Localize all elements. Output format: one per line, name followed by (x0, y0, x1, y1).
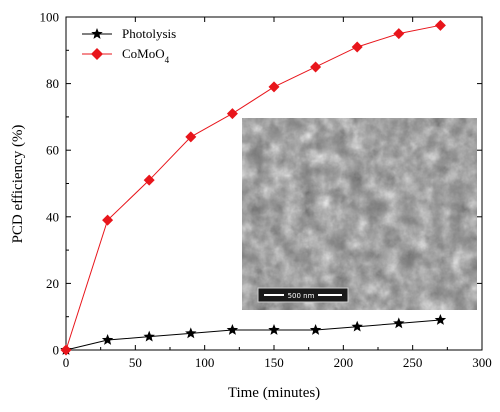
sem-scale-bar: 500 nm (257, 287, 349, 303)
legend-label-comoo4: CoMoO4 (122, 46, 170, 65)
data-point (101, 334, 114, 345)
series-line (65, 24, 441, 351)
series-photolysis (60, 314, 447, 355)
series-line (65, 319, 441, 351)
x-tick-label: 300 (472, 355, 492, 370)
sem-inset-texture (242, 118, 477, 310)
data-point (434, 314, 447, 325)
y-tick-label: 100 (40, 10, 60, 25)
y-tick-label: 80 (46, 76, 59, 91)
x-axis-title: Time (minutes) (228, 385, 320, 401)
y-tick-label: 60 (46, 143, 59, 158)
data-point (226, 324, 239, 335)
legend-label-photolysis: Photolysis (122, 26, 176, 41)
x-tick-label: 100 (195, 355, 215, 370)
legend-marker-diamond (91, 48, 103, 60)
data-point (102, 214, 114, 226)
series-comoo4 (60, 19, 446, 356)
data-point (143, 174, 155, 186)
x-axis: 0 50 100 150 200 250 300 (63, 17, 492, 370)
data-point (226, 108, 238, 120)
y-tick-label: 40 (46, 209, 59, 224)
x-tick-label: 50 (129, 355, 142, 370)
x-tick-label: 250 (403, 355, 423, 370)
y-axis-title: PCD efficiency (%) (10, 125, 26, 244)
legend-item-photolysis: Photolysis (82, 26, 176, 41)
data-point (309, 324, 322, 335)
data-point (185, 327, 197, 339)
scale-bar-box (257, 287, 349, 303)
data-point (393, 28, 405, 40)
data-point (268, 81, 280, 93)
y-tick-label: 0 (53, 343, 60, 358)
data-point (268, 324, 280, 335)
data-point (60, 344, 72, 356)
x-tick-label: 200 (334, 355, 354, 370)
x-tick-label: 0 (63, 355, 70, 370)
sem-inset: 500 nm (242, 118, 477, 310)
y-tick-label: 20 (46, 276, 59, 291)
data-point (351, 320, 363, 332)
data-point (351, 41, 363, 53)
data-point (393, 317, 405, 329)
data-point (185, 131, 197, 143)
legend-item-comoo4: CoMoO4 (82, 46, 170, 65)
data-point (143, 330, 155, 342)
series-layer (60, 19, 447, 356)
y-axis: 0 20 40 60 80 100 (40, 10, 482, 358)
data-point (310, 61, 322, 73)
x-tick-label: 150 (264, 355, 284, 370)
legend: Photolysis CoMoO4 (82, 26, 176, 65)
data-point (434, 19, 446, 31)
scale-bar-label: 500 nm (288, 292, 315, 300)
legend-marker-star (91, 28, 103, 39)
